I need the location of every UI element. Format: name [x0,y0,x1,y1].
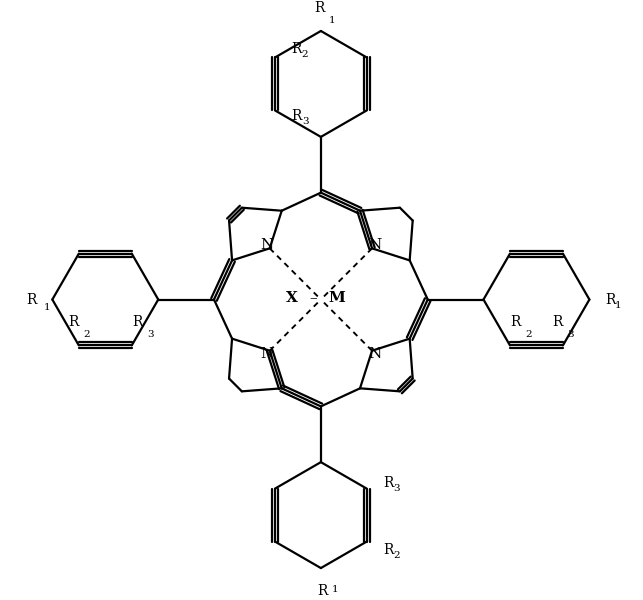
Text: 3: 3 [567,330,574,339]
Text: N: N [368,238,381,252]
Text: 1: 1 [615,301,622,310]
Text: 3: 3 [394,484,400,493]
Text: 2: 2 [302,50,309,59]
Text: N: N [368,347,381,361]
Text: 3: 3 [302,117,309,126]
Text: X: X [286,292,298,305]
Text: R: R [132,314,143,329]
Text: M: M [328,292,345,305]
Text: R: R [552,314,563,329]
Text: N: N [260,347,273,361]
Text: R: R [317,584,327,598]
Text: 1: 1 [44,304,50,313]
Text: R: R [68,314,78,329]
Text: 2: 2 [84,330,90,339]
Text: R: R [605,293,615,307]
Text: 1: 1 [331,585,338,594]
Text: R: R [292,109,302,123]
Text: 2: 2 [525,330,532,339]
Text: R: R [383,543,394,557]
Text: 1: 1 [329,16,336,25]
Text: 3: 3 [147,330,154,339]
Text: 2: 2 [394,551,400,560]
Text: R: R [383,476,394,490]
Text: R: R [26,293,37,307]
Text: R: R [292,42,302,56]
Text: –: – [309,292,317,305]
Text: N: N [260,238,273,252]
Text: R: R [511,314,521,329]
Text: R: R [314,1,325,16]
